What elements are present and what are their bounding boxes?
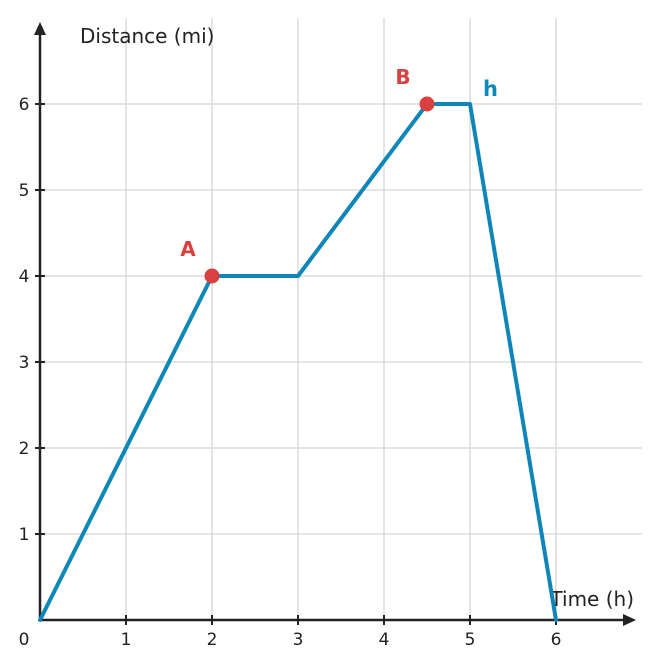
x-tick-label: 6 [551,630,562,650]
x-axis-title: Time (h) [549,587,634,611]
origin-label: 0 [19,630,30,650]
x-axis-arrow-icon [623,614,636,626]
series-line-h [38,102,558,622]
highlighted-points: AB [180,65,435,284]
y-tick-label: 3 [19,353,30,373]
x-tick-label: 4 [379,630,390,650]
y-axis-title: Distance (mi) [80,24,214,48]
x-tick-label: 3 [293,630,304,650]
y-tick-label: 6 [19,95,30,115]
axes [34,22,636,626]
y-tick-label: 1 [19,525,30,545]
y-tick-label: 5 [19,181,30,201]
point-b-label: B [395,65,410,89]
x-tick-label: 1 [121,630,132,650]
x-tick-label: 2 [207,630,218,650]
point-a-marker [204,268,220,284]
point-a-label: A [180,237,196,261]
grid-lines [40,18,642,620]
y-axis-arrow-icon [34,22,46,35]
series: h [38,77,558,622]
series-label: h [483,77,498,101]
y-tick-label: 2 [19,439,30,459]
tick-labels: 1 2 3 4 5 6 1 2 3 4 5 6 [19,95,562,650]
point-b-marker [419,96,435,112]
x-tick-label: 5 [465,630,476,650]
y-tick-label: 4 [19,267,30,287]
